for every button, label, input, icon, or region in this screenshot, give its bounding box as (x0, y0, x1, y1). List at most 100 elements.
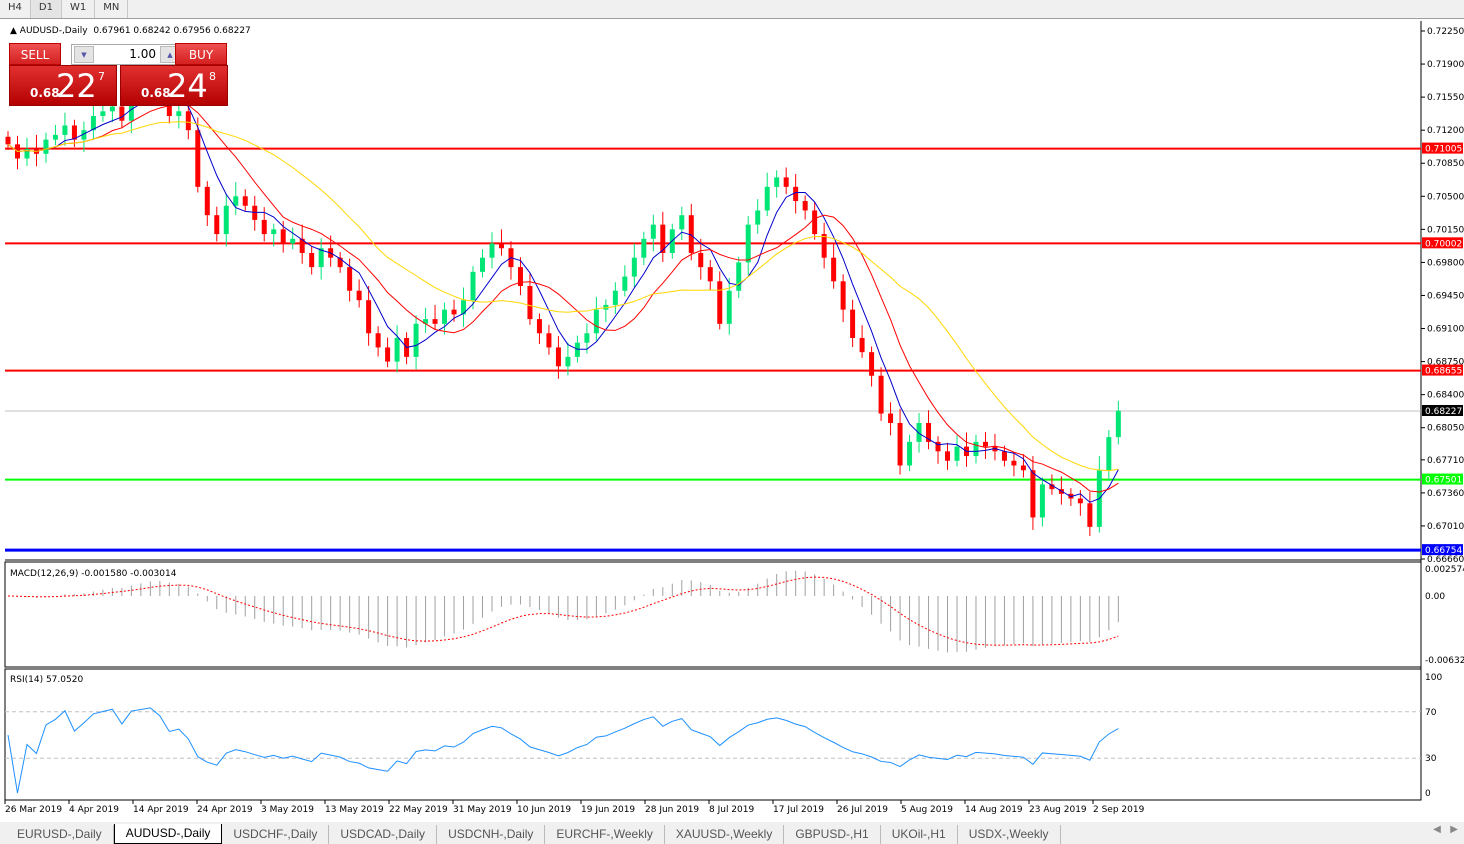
chart-tab[interactable]: GBPUSD-,H1 (784, 825, 881, 844)
buy-price[interactable]: 0.68 24 8 (120, 65, 228, 106)
chart-tab[interactable]: USDX-,Weekly (958, 825, 1061, 844)
symbol-label: AUDUSD-,Daily (19, 26, 88, 36)
candle-body (916, 422, 922, 442)
candle-body (81, 130, 87, 140)
candle-body (375, 333, 381, 348)
chart-tab[interactable]: USDCAD-,Daily (329, 825, 438, 844)
sell-price[interactable]: 0.68 22 7 (9, 65, 117, 106)
price-axis-label: 0.71200 (1427, 126, 1464, 136)
chart-tab[interactable]: USDCNH-,Daily (437, 825, 546, 844)
buy-price-pips: 24 (167, 67, 208, 105)
chart-tab[interactable]: USDCHF-,Daily (222, 825, 330, 844)
chart-tab[interactable]: EURUSD-,Daily (6, 825, 114, 844)
candle-body (309, 252, 315, 268)
candle-body (271, 229, 277, 235)
timeframe-w1[interactable]: W1 (62, 0, 96, 18)
candle-body (878, 375, 884, 414)
timeframe-h4[interactable]: H4 (0, 0, 31, 18)
ma-mid-line (7, 103, 1119, 493)
date-axis-label: 4 Apr 2019 (69, 805, 119, 815)
chart-tab[interactable]: UKOil-,H1 (881, 825, 958, 844)
lot-input[interactable]: 1.00 (129, 47, 156, 61)
level-price-badge (1422, 544, 1463, 556)
candle-body (755, 210, 761, 225)
candle-body (726, 290, 732, 324)
candle-body (745, 224, 751, 263)
timeframe-mn[interactable]: MN (95, 0, 129, 18)
chart-tab[interactable]: XAUUSD-,Weekly (665, 825, 785, 844)
candle-body (660, 224, 666, 253)
price-axis-label: 0.71550 (1427, 93, 1464, 103)
price-axis-label: 0.70500 (1427, 192, 1464, 202)
sell-button[interactable]: SELL (9, 43, 61, 65)
ma-slow-line (7, 121, 1119, 472)
candle-body (5, 136, 11, 145)
candle-body (347, 267, 353, 291)
date-axis-label: 5 Aug 2019 (901, 805, 953, 815)
candle-body (1020, 465, 1026, 471)
date-axis-label: 14 Apr 2019 (133, 805, 189, 815)
level-price-label: 0.71005 (1425, 145, 1462, 155)
macd-axis-label: 0.00 (1425, 592, 1445, 602)
timeframe-d1[interactable]: D1 (30, 0, 62, 18)
date-axis-label: 17 Jul 2019 (773, 805, 824, 815)
candle-body (71, 125, 77, 140)
level-price-badge (1422, 237, 1463, 249)
candle-body (385, 347, 391, 362)
candle-body (242, 196, 248, 206)
chart-tab[interactable]: AUDUSD-,Daily (113, 824, 223, 844)
date-axis-label: 3 May 2019 (261, 805, 314, 815)
candle-body (1087, 503, 1093, 527)
price-axis-label: 0.69100 (1427, 325, 1464, 335)
lot-size-stepper[interactable]: ▼ 1.00 ▲ (71, 44, 183, 65)
candle-body (783, 177, 789, 187)
price-axis-label: 0.68750 (1427, 358, 1464, 368)
candle-body (821, 234, 827, 258)
one-click-trading-panel: SELL ▼ 1.00 ▲ BUY 0.68 22 7 0.68 24 8 (9, 43, 228, 106)
price-axis-label: 0.72250 (1427, 27, 1464, 37)
candle-body (973, 441, 979, 457)
candle-body (897, 422, 903, 466)
price-axis-label: 0.68400 (1427, 391, 1464, 401)
candle-body (698, 252, 704, 268)
date-axis-label: 23 Aug 2019 (1029, 805, 1087, 815)
candle-body (1039, 484, 1045, 518)
buy-price-fraction: 8 (209, 70, 216, 83)
decrease-lot-icon[interactable]: ▼ (74, 46, 94, 63)
ohlc-values: 0.67961 0.68242 0.67956 0.68227 (93, 26, 251, 36)
candle-body (650, 224, 656, 239)
price-axis-label: 0.67710 (1427, 456, 1464, 466)
macd-label: MACD(12,26,9) -0.001580 -0.003014 (10, 569, 177, 579)
date-axis-label: 28 Jun 2019 (645, 805, 699, 815)
buy-button[interactable]: BUY (175, 43, 227, 65)
macd-panel (4, 561, 1422, 668)
level-price-badge (1422, 364, 1463, 376)
rsi-axis-label: 70 (1425, 708, 1437, 718)
candle-body (299, 238, 305, 253)
price-axis-label: 0.70150 (1427, 225, 1464, 235)
candle-body (954, 446, 960, 461)
candle-body (831, 257, 837, 282)
candle-body (802, 201, 808, 211)
candle-body (907, 441, 913, 466)
level-price-label: 0.68655 (1425, 367, 1462, 377)
ma-fast-line (7, 93, 1119, 503)
price-axis-label: 0.67360 (1427, 489, 1464, 499)
candle-body (631, 257, 637, 277)
level-price-badge (1422, 142, 1463, 154)
date-axis-label: 2 Sep 2019 (1093, 805, 1145, 815)
rsi-axis-label: 0 (1425, 789, 1431, 799)
date-axis-label: 19 Jun 2019 (581, 805, 635, 815)
candle-body (480, 257, 485, 272)
date-axis-label: 14 Aug 2019 (965, 805, 1023, 815)
candle-body (128, 92, 134, 121)
chart-canvas[interactable]: 0.72250 0.71900 0.71550 0.71200 0.70850 0.705… (0, 0, 1464, 822)
candle-body (119, 106, 125, 121)
chart-tab[interactable]: EURCHF-,Weekly (545, 825, 665, 844)
candle-body (109, 106, 115, 112)
candle-body (812, 210, 818, 235)
candle-body (1106, 437, 1112, 471)
candle-body (195, 130, 201, 187)
candle-body (926, 422, 932, 442)
tab-scroll-arrows[interactable]: ◀ ▶ (1433, 824, 1458, 835)
